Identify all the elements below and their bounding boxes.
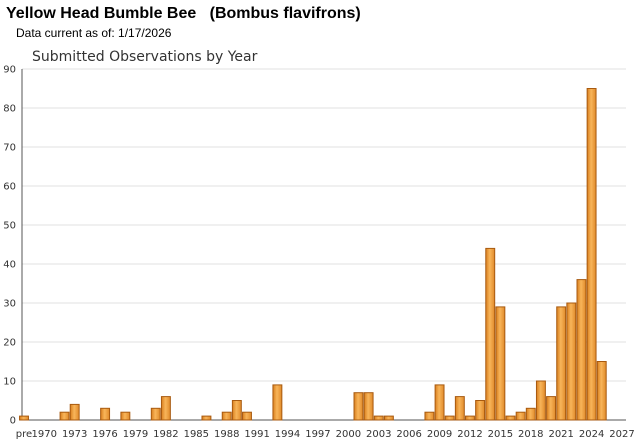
- bar-2024: [586, 88, 597, 421]
- bar-1976: [100, 407, 111, 421]
- bar-1982: [160, 396, 171, 421]
- bar-2002: [363, 392, 374, 421]
- bar-1981: [150, 407, 161, 421]
- x-tick-label: 1979: [123, 429, 148, 440]
- y-tick-label: 50: [3, 221, 16, 232]
- x-tick-label: 1982: [153, 429, 178, 440]
- y-tick-label: 30: [3, 299, 16, 310]
- bar-2008: [424, 411, 435, 421]
- y-tick-label: 60: [3, 182, 16, 193]
- bar-2001: [353, 392, 364, 421]
- bar-2015: [495, 306, 506, 421]
- bar-2012: [465, 415, 475, 421]
- bar-2022: [566, 302, 577, 421]
- x-tick-label: 2003: [366, 429, 391, 440]
- page-title: Yellow Head Bumble Bee (Bombus flavifron…: [6, 5, 361, 22]
- x-tick-label: 2009: [427, 429, 452, 440]
- bar-1978: [120, 411, 131, 421]
- bar-1990: [242, 411, 252, 421]
- bar-2009: [434, 384, 445, 421]
- bar-2021: [556, 306, 567, 421]
- x-tick-label: pre: [16, 429, 32, 440]
- x-tick-label: 1970: [32, 429, 57, 440]
- y-tick-label: 0: [10, 416, 16, 427]
- y-tick-label: 10: [3, 377, 16, 388]
- y-tick-label: 40: [3, 260, 16, 271]
- y-tick-label: 90: [3, 65, 16, 76]
- x-tick-label: 1976: [92, 429, 117, 440]
- x-tick-label: 2018: [518, 429, 543, 440]
- x-tick-label: 1991: [244, 429, 269, 440]
- bar-2025: [596, 361, 607, 421]
- x-tick-label: 1997: [305, 429, 330, 440]
- bar-2016: [505, 415, 516, 421]
- y-tick-label: 80: [3, 104, 16, 115]
- y-tick-label: 20: [3, 338, 16, 349]
- bar-1993: [272, 384, 283, 421]
- x-tick-label: 2012: [457, 429, 482, 440]
- x-tick-label: 2015: [488, 429, 513, 440]
- bar-2011: [454, 396, 465, 421]
- bar-1972: [59, 411, 70, 421]
- y-tick-label: 70: [3, 143, 16, 154]
- x-tick-label: 2000: [336, 429, 361, 440]
- bar-2018: [525, 407, 536, 421]
- x-tick-label: 1994: [275, 429, 300, 440]
- bar-pre: [19, 415, 29, 421]
- bar-2023: [576, 279, 587, 421]
- x-tick-label: 1988: [214, 429, 239, 440]
- bar-2013: [475, 400, 486, 421]
- x-tick-label: 2027: [609, 429, 634, 440]
- bar-2014: [485, 247, 496, 421]
- bar-2003: [373, 415, 384, 421]
- data-date-note: Data current as of: 1/17/2026: [16, 26, 172, 40]
- x-tick-label: 2006: [396, 429, 421, 440]
- bar-1989: [231, 400, 242, 421]
- bar-2010: [444, 415, 455, 421]
- x-tick-label: 1973: [62, 429, 87, 440]
- chart-title: Submitted Observations by Year: [32, 49, 258, 65]
- bar-2017: [515, 411, 526, 421]
- bar-2020: [546, 396, 557, 421]
- x-tick-label: 1985: [184, 429, 209, 440]
- bar-1988: [221, 411, 232, 421]
- x-tick-label: 2024: [579, 429, 604, 440]
- bar-2004: [383, 415, 394, 421]
- bar-1986: [201, 415, 212, 421]
- bar-1973: [69, 403, 80, 421]
- x-tick-label: 2021: [548, 429, 573, 440]
- bar-2019: [535, 380, 546, 421]
